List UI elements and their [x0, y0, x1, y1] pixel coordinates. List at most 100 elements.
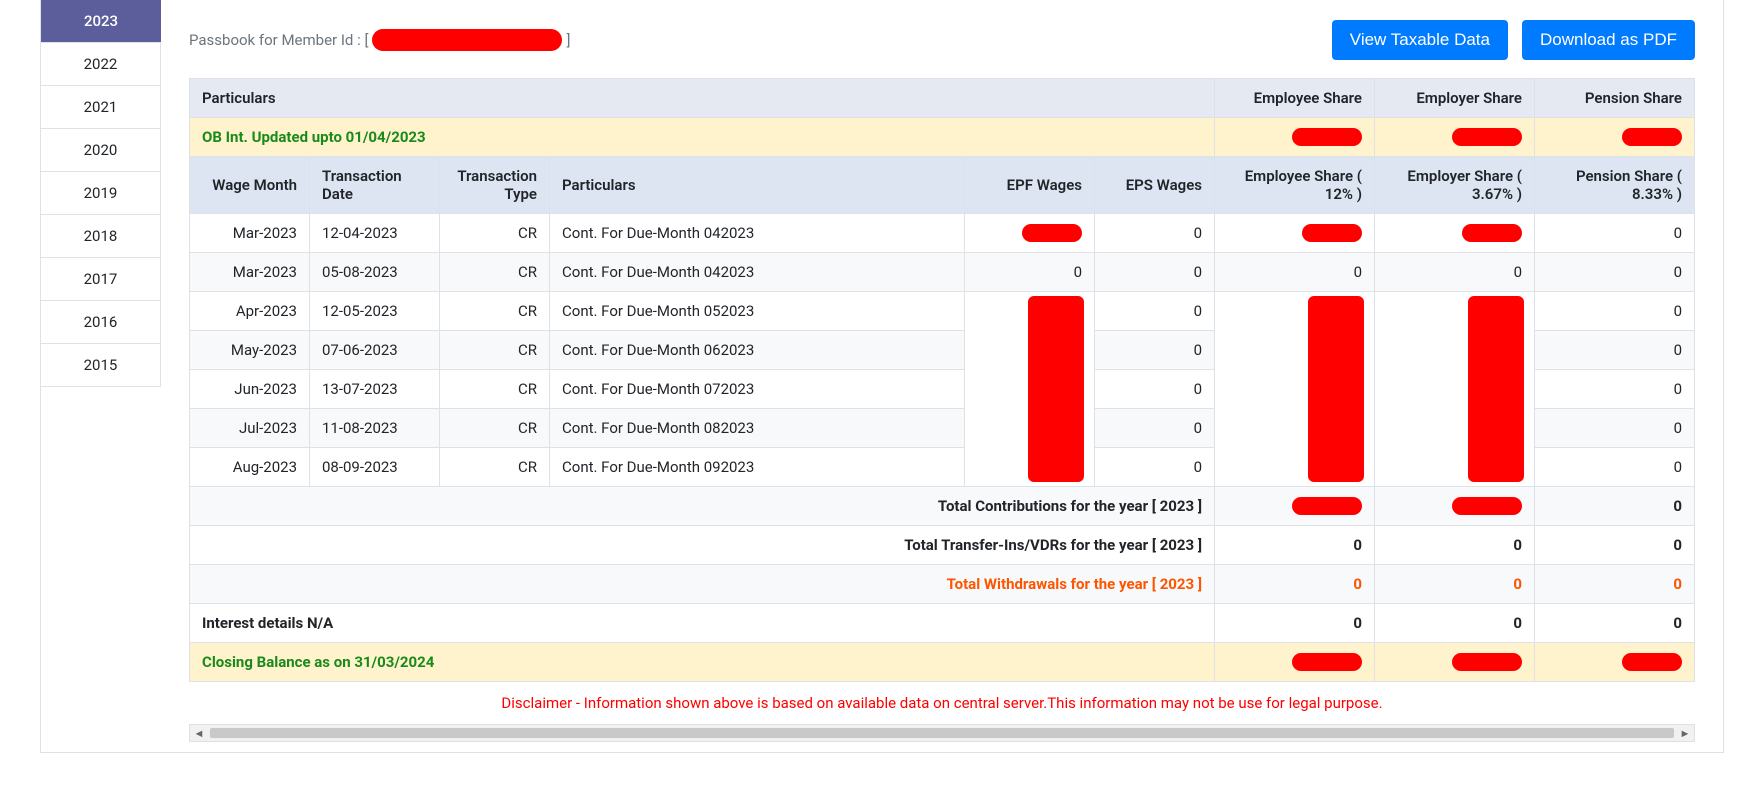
- pension-share: 0: [1535, 214, 1695, 253]
- disclaimer-text: Disclaimer - Information shown above is …: [190, 682, 1695, 718]
- year-tab-2023[interactable]: 2023: [41, 0, 161, 43]
- col-pen-share-pct: Pension Share ( 8.33% ): [1535, 157, 1695, 214]
- col-particulars: Particulars: [190, 79, 1215, 118]
- year-tab-2022[interactable]: 2022: [41, 43, 161, 86]
- wage-month: Aug-2023: [190, 448, 310, 487]
- txn-type: CR: [440, 331, 550, 370]
- eps-wages: 0: [1095, 331, 1215, 370]
- year-tab-2016[interactable]: 2016: [41, 301, 161, 344]
- total-transfer-emp: 0: [1215, 526, 1375, 565]
- eps-wages: 0: [1095, 448, 1215, 487]
- member-label-prefix: Passbook for Member Id : [: [189, 31, 368, 49]
- txn-date: 13-07-2023: [310, 370, 440, 409]
- wage-month: Apr-2023: [190, 292, 310, 331]
- eps-wages: 0: [1095, 253, 1215, 292]
- member-id-line: Passbook for Member Id : [ ]: [189, 29, 570, 51]
- col-employee-share: Employee Share: [1215, 79, 1375, 118]
- particulars-cell: Cont. For Due-Month 062023: [550, 331, 965, 370]
- employee-share: [1215, 214, 1375, 253]
- pension-share: 0: [1535, 448, 1695, 487]
- table-row: Mar-202305-08-2023CRCont. For Due-Month …: [190, 253, 1695, 292]
- view-taxable-button[interactable]: View Taxable Data: [1332, 20, 1508, 60]
- col-pension-share: Pension Share: [1535, 79, 1695, 118]
- wage-month: Mar-2023: [190, 253, 310, 292]
- col-empr-share-pct: Employer Share ( 3.67% ): [1375, 157, 1535, 214]
- year-tab-2019[interactable]: 2019: [41, 172, 161, 215]
- horizontal-scrollbar[interactable]: ◄ ►: [189, 724, 1695, 742]
- particulars-cell: Cont. For Due-Month 072023: [550, 370, 965, 409]
- epf-wages: [965, 292, 1095, 487]
- employer-share: [1375, 292, 1535, 487]
- total-withdraw-emp: 0: [1215, 565, 1375, 604]
- col-txn-type: Transaction Type: [440, 157, 550, 214]
- pension-share: 0: [1535, 409, 1695, 448]
- closing-emp: [1215, 643, 1375, 682]
- closing-empr: [1375, 643, 1535, 682]
- txn-type: CR: [440, 448, 550, 487]
- particulars-cell: Cont. For Due-Month 082023: [550, 409, 965, 448]
- total-transfer-pen: 0: [1535, 526, 1695, 565]
- pension-share: 0: [1535, 370, 1695, 409]
- particulars-cell: Cont. For Due-Month 042023: [550, 214, 965, 253]
- scroll-left-icon[interactable]: ◄: [190, 727, 208, 740]
- wage-month: Jul-2023: [190, 409, 310, 448]
- total-withdraw-empr: 0: [1375, 565, 1535, 604]
- col-epf-wages: EPF Wages: [965, 157, 1095, 214]
- member-label-suffix: ]: [566, 31, 570, 49]
- eps-wages: 0: [1095, 409, 1215, 448]
- total-contrib-emp: [1215, 487, 1375, 526]
- year-tabs: 202320222021202020192018201720162015: [41, 0, 161, 387]
- table-row: Mar-202312-04-2023CRCont. For Due-Month …: [190, 214, 1695, 253]
- employer-share: [1375, 214, 1535, 253]
- pension-share: 0: [1535, 253, 1695, 292]
- txn-date: 12-04-2023: [310, 214, 440, 253]
- total-contrib-label: Total Contributions for the year [ 2023 …: [190, 487, 1215, 526]
- col-employer-share: Employer Share: [1375, 79, 1535, 118]
- passbook-table: Particulars Employee Share Employer Shar…: [189, 78, 1695, 718]
- col-emp-share-pct: Employee Share ( 12% ): [1215, 157, 1375, 214]
- txn-type: CR: [440, 253, 550, 292]
- year-tab-2015[interactable]: 2015: [41, 344, 161, 387]
- eps-wages: 0: [1095, 370, 1215, 409]
- txn-type: CR: [440, 370, 550, 409]
- download-pdf-button[interactable]: Download as PDF: [1522, 20, 1695, 60]
- member-id-redacted: [372, 29, 562, 51]
- employee-share: 0: [1215, 253, 1375, 292]
- wage-month: Jun-2023: [190, 370, 310, 409]
- year-tab-2017[interactable]: 2017: [41, 258, 161, 301]
- year-tab-2020[interactable]: 2020: [41, 129, 161, 172]
- ob-emp-redacted: [1292, 128, 1362, 146]
- year-tab-2021[interactable]: 2021: [41, 86, 161, 129]
- txn-date: 07-06-2023: [310, 331, 440, 370]
- ob-pen-redacted: [1622, 128, 1682, 146]
- epf-wages: 0: [965, 253, 1095, 292]
- total-withdraw-label: Total Withdrawals for the year [ 2023 ]: [190, 565, 1215, 604]
- wage-month: Mar-2023: [190, 214, 310, 253]
- eps-wages: 0: [1095, 214, 1215, 253]
- txn-type: CR: [440, 409, 550, 448]
- eps-wages: 0: [1095, 292, 1215, 331]
- total-contrib-empr: [1375, 487, 1535, 526]
- txn-date: 11-08-2023: [310, 409, 440, 448]
- particulars-cell: Cont. For Due-Month 052023: [550, 292, 965, 331]
- particulars-cell: Cont. For Due-Month 092023: [550, 448, 965, 487]
- pension-share: 0: [1535, 292, 1695, 331]
- ob-empr-redacted: [1452, 128, 1522, 146]
- employer-share: 0: [1375, 253, 1535, 292]
- col-txn-date: Transaction Date: [310, 157, 440, 214]
- scroll-thumb[interactable]: [210, 728, 1674, 738]
- wage-month: May-2023: [190, 331, 310, 370]
- pension-share: 0: [1535, 331, 1695, 370]
- col-wage-month: Wage Month: [190, 157, 310, 214]
- txn-date: 12-05-2023: [310, 292, 440, 331]
- year-tab-2018[interactable]: 2018: [41, 215, 161, 258]
- txn-type: CR: [440, 292, 550, 331]
- scroll-right-icon[interactable]: ►: [1676, 727, 1694, 740]
- interest-label: Interest details N/A: [190, 604, 1215, 643]
- employee-share: [1215, 292, 1375, 487]
- ob-label: OB Int. Updated upto 01/04/2023: [202, 128, 426, 146]
- total-transfer-empr: 0: [1375, 526, 1535, 565]
- total-withdraw-pen: 0: [1535, 565, 1695, 604]
- interest-empr: 0: [1375, 604, 1535, 643]
- table-row: Apr-202312-05-2023CRCont. For Due-Month …: [190, 292, 1695, 331]
